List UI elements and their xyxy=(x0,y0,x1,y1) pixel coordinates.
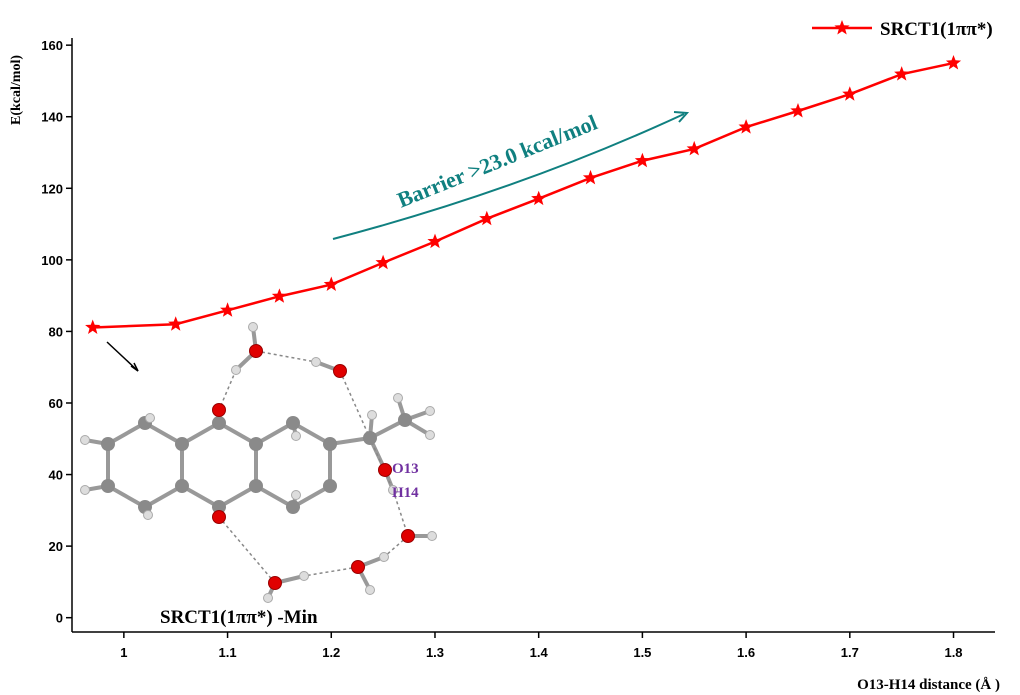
data-point xyxy=(842,86,857,101)
hydrogen-atom xyxy=(426,407,435,416)
data-point xyxy=(946,55,961,70)
y-tick-label: 20 xyxy=(49,539,63,554)
data-point xyxy=(168,316,183,330)
data-point xyxy=(220,302,235,317)
y-tick-label: 100 xyxy=(41,253,63,268)
carbon-atom xyxy=(249,479,263,493)
hydrogen-atom xyxy=(232,366,241,375)
y-tick-label: 120 xyxy=(41,181,63,196)
carbon-atom xyxy=(175,437,189,451)
series-line xyxy=(93,63,954,327)
data-point xyxy=(687,141,702,156)
carbon-atom xyxy=(101,437,115,451)
x-tick-label: 1.7 xyxy=(841,645,859,660)
x-axis-label: O13-H14 distance (Å ) xyxy=(857,677,1000,693)
hydrogen-atom xyxy=(312,358,321,367)
y-tick-label: 40 xyxy=(49,468,63,483)
x-tick-label: 1.5 xyxy=(633,645,651,660)
y-tick-label: 80 xyxy=(49,324,63,339)
data-point xyxy=(790,103,805,118)
hydrogen-atom xyxy=(144,511,153,520)
hydrogen-bond xyxy=(219,517,275,583)
data-point xyxy=(427,234,442,249)
x-tick-label: 1.2 xyxy=(322,645,340,660)
hydrogen-atom xyxy=(428,532,437,541)
hydrogen-atom xyxy=(368,411,377,420)
hydrogen-atom xyxy=(81,486,90,495)
data-point xyxy=(272,288,287,302)
data-point xyxy=(583,170,598,185)
x-tick-label: 1 xyxy=(120,645,127,660)
molecule xyxy=(81,323,437,603)
y-tick-label: 160 xyxy=(41,38,63,53)
atom-label: H14 xyxy=(392,485,419,501)
y-tick-label: 60 xyxy=(49,396,63,411)
hydrogen-atom xyxy=(300,572,309,581)
barrier-arrow xyxy=(333,114,684,239)
hydrogen-atom xyxy=(81,436,90,445)
hydrogen-atom xyxy=(380,553,389,562)
hydrogen-atom xyxy=(264,594,273,603)
x-tick-label: 1.3 xyxy=(426,645,444,660)
data-point xyxy=(479,211,494,226)
x-tick-label: 1.8 xyxy=(944,645,962,660)
x-tick-label: 1.6 xyxy=(737,645,755,660)
barrier-label: Barrier >23.0 kcal/mol xyxy=(394,110,601,213)
carbon-atom xyxy=(101,479,115,493)
arrow xyxy=(107,342,138,371)
data-point xyxy=(739,119,754,134)
data-point xyxy=(635,153,650,168)
oxygen-atom xyxy=(213,511,226,524)
data-point xyxy=(376,255,391,270)
oxygen-atom xyxy=(379,464,392,477)
hydrogen-bond xyxy=(256,351,316,362)
hydrogen-bond xyxy=(304,567,358,576)
carbon-atom xyxy=(398,413,412,427)
hydrogen-atom xyxy=(426,431,435,440)
data-point xyxy=(531,191,546,205)
data-point xyxy=(894,66,909,81)
x-tick-label: 1.4 xyxy=(530,645,549,660)
y-tick-label: 140 xyxy=(41,110,63,125)
oxygen-atom xyxy=(352,561,365,574)
carbon-atom xyxy=(249,437,263,451)
oxygen-atom xyxy=(213,404,226,417)
atom-label: O13 xyxy=(392,461,419,477)
carbon-atom xyxy=(212,416,226,430)
page: Barrier >23.0 kcal/mol SRCT1(1ππ*) -Min … xyxy=(0,0,1020,695)
legend-label: SRCT1(1ππ*) xyxy=(880,19,993,40)
hydrogen-atom xyxy=(292,432,301,441)
x-tick-label: 1.1 xyxy=(219,645,237,660)
y-axis-label: E(kcal/mol) xyxy=(9,55,24,125)
hydrogen-atom xyxy=(394,394,403,403)
data-point xyxy=(85,320,100,335)
carbon-atom xyxy=(323,479,337,493)
carbon-atom xyxy=(323,437,337,451)
chart: Barrier >23.0 kcal/mol SRCT1(1ππ*) -Min … xyxy=(0,0,1020,695)
carbon-atom xyxy=(286,500,300,514)
legend-marker xyxy=(834,20,849,35)
carbon-atom xyxy=(175,479,189,493)
hydrogen-atom xyxy=(292,491,301,500)
hydrogen-atom xyxy=(146,414,155,423)
oxygen-atom xyxy=(334,365,347,378)
carbon-atom xyxy=(286,416,300,430)
y-tick-label: 0 xyxy=(56,611,63,626)
hydrogen-atom xyxy=(366,586,375,595)
oxygen-atom xyxy=(402,530,415,543)
minimum-label: SRCT1(1ππ*) -Min xyxy=(160,607,318,628)
data-point xyxy=(324,277,339,292)
hydrogen-atom xyxy=(249,323,258,332)
oxygen-atom xyxy=(269,577,282,590)
carbon-atom xyxy=(363,431,377,445)
oxygen-atom xyxy=(250,345,263,358)
